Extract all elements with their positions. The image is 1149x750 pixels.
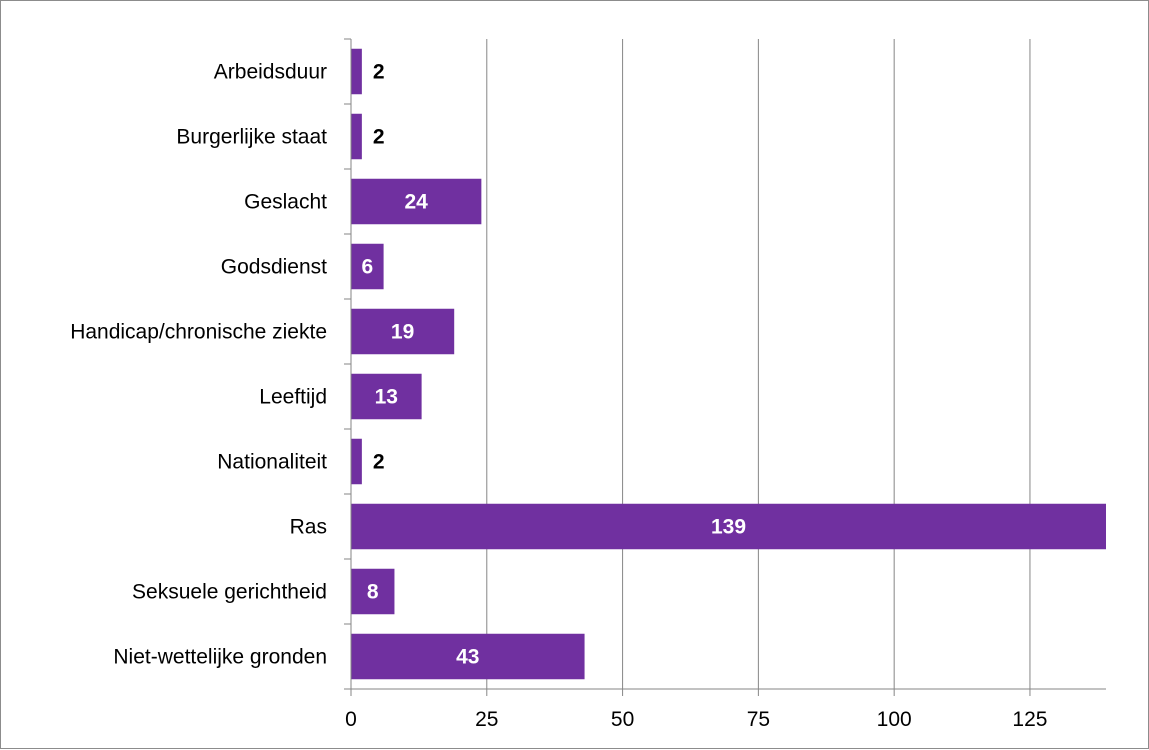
category-label: Geslacht (244, 191, 327, 214)
bar-godsdienst (351, 243, 384, 290)
x-tick-label-75: 75 (747, 708, 770, 731)
data-label: 8 (367, 581, 379, 604)
data-label: 24 (405, 191, 429, 214)
data-label: 19 (391, 321, 414, 344)
category-label: Godsdienst (221, 256, 327, 279)
category-labels: Arbeidsduur Burgerlijke staat Geslacht Gods… (70, 61, 327, 669)
bar-seksuele-gerichtheid (351, 568, 395, 615)
x-tick-label-125: 125 (1012, 708, 1047, 731)
x-tick-label-0: 0 (345, 708, 357, 731)
data-labels: 2 2 24 6 19 13 2 139 8 43 (361, 61, 746, 669)
x-tick-label-100: 100 (877, 708, 912, 731)
category-label: Handicap/chronische ziekte (70, 321, 327, 344)
x-tick-label-50: 50 (611, 708, 634, 731)
bar-niet-wettelijke-gronden (351, 633, 585, 680)
data-label: 2 (373, 126, 385, 149)
bar-ras (351, 503, 1106, 550)
gridlines (486, 39, 1031, 689)
bar-arbeidsduur (351, 48, 362, 95)
category-label: Leeftijd (259, 386, 327, 409)
bar-handicap-chronische-ziekte (351, 308, 455, 355)
bars (351, 48, 1106, 680)
bar-leeftijd (351, 373, 422, 420)
category-label: Nationaliteit (217, 451, 327, 474)
category-label: Arbeidsduur (214, 61, 327, 84)
category-label: Seksuele gerichtheid (132, 581, 327, 604)
data-label: 2 (373, 61, 385, 84)
x-tick-label-25: 25 (475, 708, 498, 731)
bar-nationaliteit (351, 438, 362, 485)
data-label: 43 (456, 646, 479, 669)
axes (344, 38, 1106, 696)
data-label: 13 (375, 386, 398, 409)
bar-burgerlijke-staat (351, 113, 362, 160)
x-tick-labels: 0 25 50 75 100 125 (345, 708, 1047, 731)
data-label: 139 (711, 516, 746, 539)
data-label: 6 (361, 256, 373, 279)
bar-geslacht (351, 178, 482, 225)
data-label: 2 (373, 451, 385, 474)
category-label: Ras (290, 516, 327, 539)
category-label: Niet-wettelijke gronden (113, 646, 327, 669)
category-label: Burgerlijke staat (176, 126, 327, 149)
